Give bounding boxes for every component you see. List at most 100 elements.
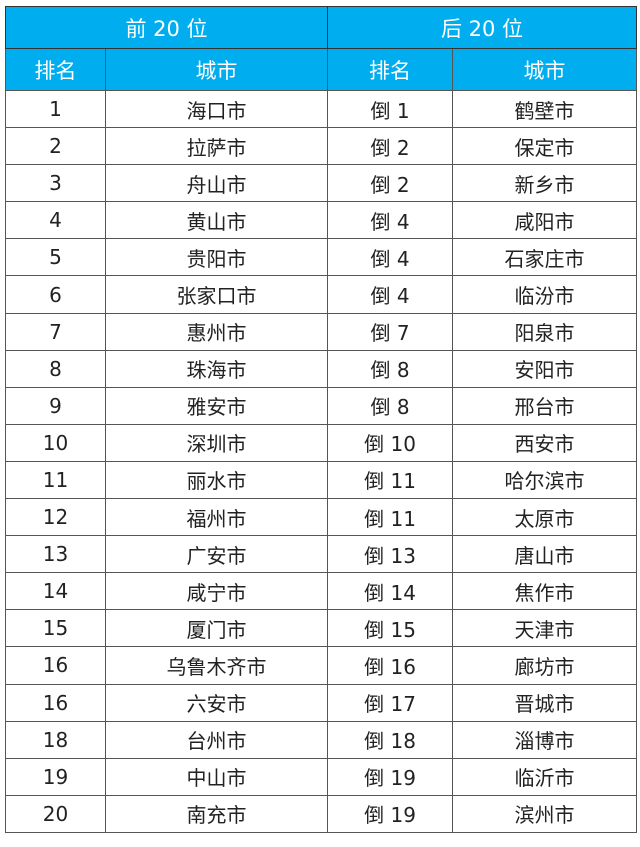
bottom-city-cell: 太原市 — [452, 498, 638, 537]
bottom-city-cell: 晋城市 — [452, 683, 638, 722]
table-row: 13 广安市倒 13 唐山市 — [5, 535, 638, 574]
bottom-city-cell: 哈尔滨市 — [452, 460, 638, 500]
bottom-city-cell: 淄博市 — [452, 720, 638, 759]
table-row: 7 惠州市倒 7 阳泉市 — [5, 312, 638, 351]
table-row: 14 咸宁市倒 14 焦作市 — [5, 572, 638, 611]
top-city-cell: 深圳市 — [104, 423, 329, 462]
bottom-rank-cell: 倒 13 — [327, 535, 454, 574]
top-city-cell: 舟山市 — [104, 164, 329, 203]
table-row: 16 六安市倒 17 晋城市 — [5, 683, 638, 722]
top-city-cell: 张家口市 — [104, 275, 329, 314]
top-city-cell: 雅安市 — [104, 386, 329, 425]
table-row: 2 拉萨市倒 2 保定市 — [5, 127, 638, 166]
bottom-rank-cell: 倒 16 — [327, 646, 454, 685]
bottom-rank-cell: 倒 10 — [327, 423, 454, 462]
top-rank-cell: 7 — [5, 312, 106, 351]
bottom-city-cell: 安阳市 — [452, 349, 638, 388]
bottom20-header: 后 20 位 — [327, 6, 638, 49]
bottom-city-cell: 天津市 — [452, 609, 638, 648]
top-city-cell: 厦门市 — [104, 609, 329, 648]
bottom-rank-cell: 倒 1 — [327, 89, 454, 129]
bottom-city-cell: 咸阳市 — [452, 201, 638, 240]
bottom-city-cell: 西安市 — [452, 423, 638, 462]
bottom-city-cell: 廊坊市 — [452, 646, 638, 685]
top-rank-cell: 20 — [5, 794, 106, 833]
top-city-cell: 六安市 — [104, 683, 329, 722]
top-city-cell: 海口市 — [104, 89, 329, 129]
bottom-rank-cell: 倒 14 — [327, 572, 454, 611]
top-rank-cell: 8 — [5, 349, 106, 388]
top-rank-cell: 16 — [5, 646, 106, 685]
bottom-rank-cell: 倒 19 — [327, 794, 454, 833]
bottom-city-cell: 石家庄市 — [452, 238, 638, 277]
table-row: 6 张家口市倒 4 临汾市 — [5, 275, 638, 314]
bottom-rank-cell: 倒 11 — [327, 498, 454, 537]
top-rank-cell: 2 — [5, 127, 106, 166]
bottom-city-cell: 滨州市 — [452, 794, 638, 833]
table-row: 11 丽水市倒 11 哈尔滨市 — [5, 460, 638, 500]
table-row: 20 南充市倒 19 滨州市 — [5, 794, 638, 833]
top-rank-cell: 19 — [5, 757, 106, 796]
rank-header: 排名 — [327, 48, 454, 91]
table-row: 19 中山市倒 19 临沂市 — [5, 757, 638, 796]
rank-header: 排名 — [5, 48, 106, 91]
top-rank-cell: 12 — [5, 498, 106, 537]
top-city-cell: 珠海市 — [104, 349, 329, 388]
bottom-rank-cell: 倒 15 — [327, 609, 454, 648]
top-city-cell: 丽水市 — [104, 460, 329, 500]
bottom-rank-cell: 倒 18 — [327, 720, 454, 759]
table-row: 18 台州市倒 18 淄博市 — [5, 720, 638, 759]
bottom-rank-cell: 倒 4 — [327, 275, 454, 314]
top-city-cell: 台州市 — [104, 720, 329, 759]
city-header: 城市 — [104, 48, 329, 91]
top-city-cell: 南充市 — [104, 794, 329, 833]
table-row: 16 乌鲁木齐市倒 16 廊坊市 — [5, 646, 638, 685]
top-city-cell: 中山市 — [104, 757, 329, 796]
top-city-cell: 惠州市 — [104, 312, 329, 351]
bottom-city-cell: 新乡市 — [452, 164, 638, 203]
top20-header: 前 20 位 — [4, 6, 329, 49]
table-row: 4 黄山市倒 4 咸阳市 — [5, 201, 638, 240]
bottom-city-cell: 保定市 — [452, 127, 638, 166]
top-city-cell: 广安市 — [104, 535, 329, 574]
bottom-rank-cell: 倒 8 — [327, 349, 454, 388]
bottom-rank-cell: 倒 7 — [327, 312, 454, 351]
top-rank-cell: 5 — [5, 238, 106, 277]
top-city-cell: 福州市 — [104, 498, 329, 537]
table-row: 5 贵阳市倒 4 石家庄市 — [5, 238, 638, 277]
top-rank-cell: 4 — [5, 201, 106, 240]
city-header: 城市 — [452, 48, 638, 91]
bottom-city-cell: 邢台市 — [452, 386, 638, 425]
table-row: 15 厦门市倒 15 天津市 — [5, 609, 638, 648]
top-city-cell: 贵阳市 — [104, 238, 329, 277]
top-rank-cell: 18 — [5, 720, 106, 759]
top-rank-cell: 14 — [5, 572, 106, 611]
bottom-rank-cell: 倒 11 — [327, 460, 454, 500]
table-row: 9 雅安市倒 8 邢台市 — [5, 386, 638, 425]
bottom-city-cell: 临沂市 — [452, 757, 638, 796]
top-rank-cell: 16 — [5, 683, 106, 722]
top-rank-cell: 3 — [5, 164, 106, 203]
bottom-rank-cell: 倒 4 — [327, 238, 454, 277]
table-row: 8 珠海市倒 8 安阳市 — [5, 349, 638, 388]
top-city-cell: 咸宁市 — [104, 572, 329, 611]
bottom-city-cell: 临汾市 — [452, 275, 638, 314]
ranking-table: 前 20 位 后 20 位 排名 城市 排名 城市 1 海口市倒 1 鹤壁市 2 拉萨市… — [4, 6, 638, 833]
top-city-cell: 乌鲁木齐市 — [104, 646, 329, 685]
top-rank-cell: 11 — [5, 460, 106, 500]
bottom-city-cell: 焦作市 — [452, 572, 638, 611]
bottom-rank-cell: 倒 4 — [327, 201, 454, 240]
bottom-city-cell: 阳泉市 — [452, 312, 638, 351]
bottom-city-cell: 鹤壁市 — [452, 89, 638, 129]
top-city-cell: 黄山市 — [104, 201, 329, 240]
bottom-rank-cell: 倒 2 — [327, 164, 454, 203]
top-rank-cell: 13 — [5, 535, 106, 574]
top-rank-cell: 15 — [5, 609, 106, 648]
top-rank-cell: 10 — [5, 423, 106, 462]
bottom-rank-cell: 倒 8 — [327, 386, 454, 425]
top-city-cell: 拉萨市 — [104, 127, 329, 166]
table-row: 3 舟山市倒 2 新乡市 — [5, 164, 638, 203]
bottom-rank-cell: 倒 17 — [327, 683, 454, 722]
table-row: 10 深圳市倒 10 西安市 — [5, 423, 638, 462]
bottom-city-cell: 唐山市 — [452, 535, 638, 574]
